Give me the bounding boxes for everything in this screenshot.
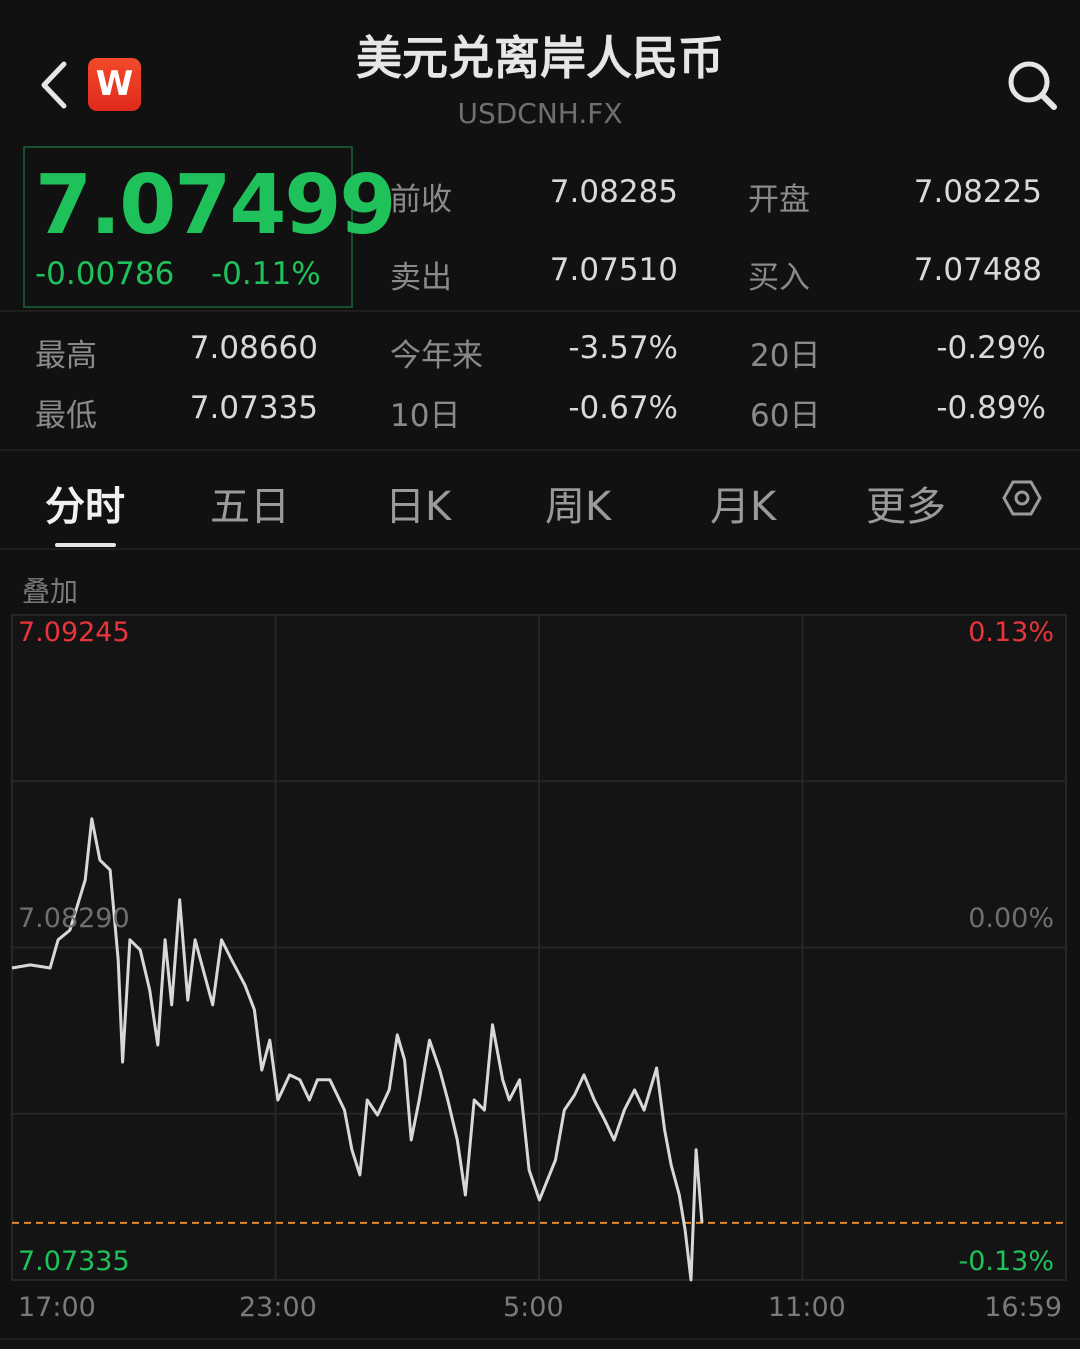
divider xyxy=(0,449,1080,451)
y-top-price: 7.09245 xyxy=(18,617,130,648)
60d-label: 60日 xyxy=(750,398,821,434)
prev-close-label: 前收 xyxy=(390,182,452,218)
price-box: 7.07499 -0.00786 -0.11% xyxy=(23,146,396,308)
10d-label: 10日 xyxy=(390,398,461,434)
divider xyxy=(0,548,1080,550)
ask-value: 7.07510 xyxy=(549,252,678,288)
chart-settings-button[interactable] xyxy=(1002,478,1042,518)
search-button[interactable] xyxy=(1005,58,1059,112)
x-tick: 23:00 xyxy=(239,1292,317,1323)
divider xyxy=(0,1338,1080,1340)
active-tab-indicator xyxy=(55,543,116,547)
y-bottom-price: 7.07335 xyxy=(18,1246,130,1277)
20d-label: 20日 xyxy=(750,338,821,374)
y-mid-price: 7.08290 xyxy=(18,903,130,934)
symbol-code: USDCNH.FX xyxy=(457,97,623,130)
chevron-left-icon xyxy=(41,61,67,109)
search-icon xyxy=(1008,61,1057,110)
tab-weekly-k[interactable]: 周K xyxy=(545,484,612,530)
price-line xyxy=(11,817,704,1282)
prev-close-value: 7.08285 xyxy=(549,174,678,210)
divider xyxy=(0,310,1080,312)
price-change: -0.00786 xyxy=(35,256,175,292)
ytd-label: 今年来 xyxy=(390,338,483,374)
open-label: 开盘 xyxy=(748,182,810,218)
page-title: 美元兑离岸人民币 xyxy=(356,31,724,85)
tab-daily-k[interactable]: 日K xyxy=(385,484,452,530)
low-label: 最低 xyxy=(35,398,97,434)
x-tick: 16:59 xyxy=(984,1292,1062,1323)
back-button[interactable] xyxy=(36,60,72,110)
overlay-button[interactable]: 叠加 xyxy=(22,575,79,608)
bid-value: 7.07488 xyxy=(913,252,1042,288)
tab-monthly-k[interactable]: 月K xyxy=(710,484,777,530)
intraday-chart xyxy=(11,614,1067,1282)
bid-label: 买入 xyxy=(748,260,810,296)
low-value: 7.07335 xyxy=(189,390,318,426)
ask-label: 卖出 xyxy=(390,260,452,296)
10d-value: -0.67% xyxy=(568,390,678,426)
ytd-value: -3.57% xyxy=(568,330,678,366)
x-tick: 5:00 xyxy=(503,1292,564,1323)
settings-icon xyxy=(1002,480,1042,516)
x-tick: 11:00 xyxy=(768,1292,846,1323)
y-bottom-pct: -0.13% xyxy=(958,1246,1054,1277)
tab-intraday[interactable]: 分时 xyxy=(45,484,125,530)
last-price: 7.07499 xyxy=(35,158,396,253)
y-mid-pct: 0.00% xyxy=(968,903,1054,934)
x-tick: 17:00 xyxy=(18,1292,96,1323)
high-value: 7.08660 xyxy=(189,330,318,366)
y-top-pct: 0.13% xyxy=(968,617,1054,648)
20d-value: -0.29% xyxy=(936,330,1046,366)
tab-5day[interactable]: 五日 xyxy=(210,484,290,530)
tab-more[interactable]: 更多 xyxy=(866,484,946,530)
open-value: 7.08225 xyxy=(913,174,1042,210)
app-logo: W xyxy=(88,58,141,111)
high-label: 最高 xyxy=(35,338,97,374)
price-change-pct: -0.11% xyxy=(211,256,321,292)
60d-value: -0.89% xyxy=(936,390,1046,426)
